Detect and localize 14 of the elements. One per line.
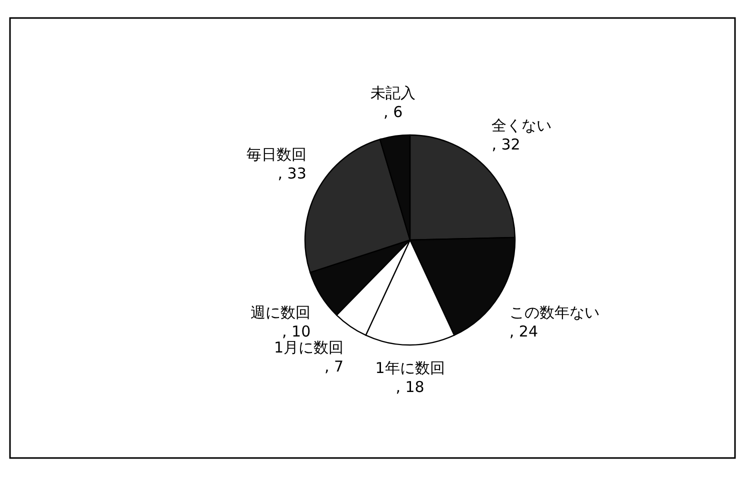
slice-label: 1年に数回 [375,359,445,377]
data-label: , 24 [509,322,538,341]
data-label: , 18 [396,378,424,396]
data-label: , 6 [384,103,403,122]
data-label: , 33 [278,164,306,183]
slice-label: 未記入 [370,84,416,102]
slice-label: 週に数回 [250,304,311,322]
slice-label: この数年ない [509,304,600,322]
data-label: , 7 [324,357,344,376]
data-label: , 32 [492,135,520,154]
slice-label: 全くない [492,116,552,134]
data-label: , 10 [282,322,311,341]
slice-label: 毎日数回 [246,146,306,164]
slice-label: 1月に数回 [274,338,344,356]
